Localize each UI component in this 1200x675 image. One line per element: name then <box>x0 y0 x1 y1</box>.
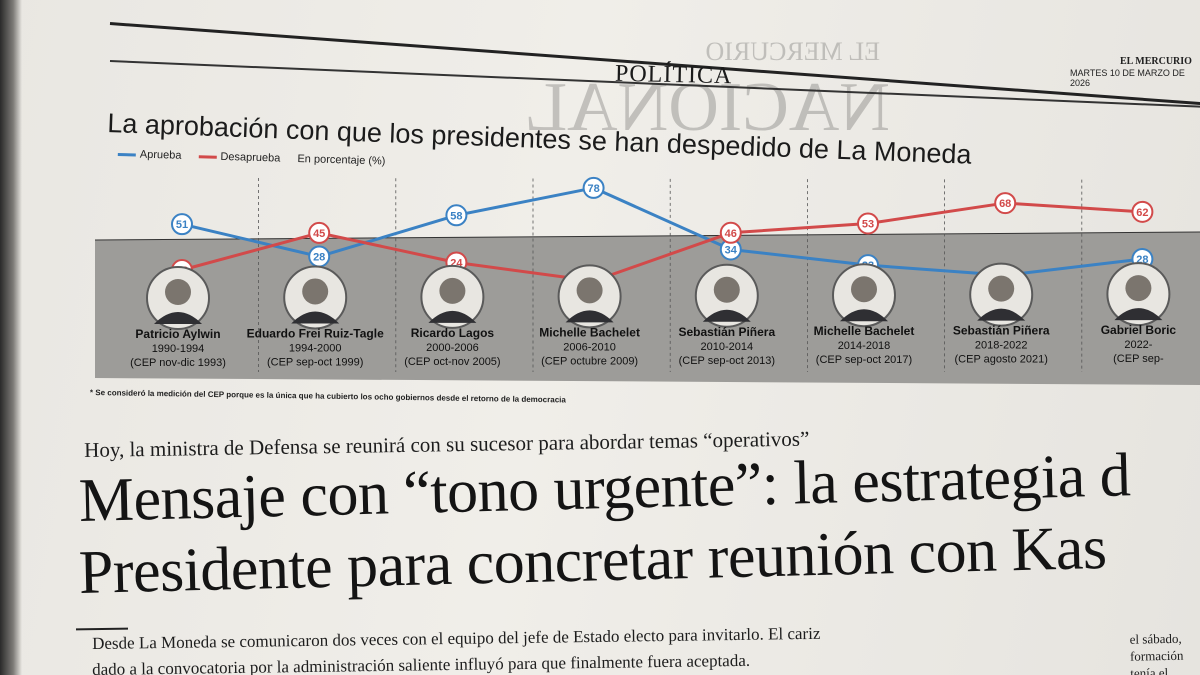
president-period: 1990-1994 <box>152 343 205 355</box>
data-label-desaprueba: 62 <box>1136 207 1148 219</box>
portrait-head <box>439 277 466 304</box>
data-label-aprueba: 78 <box>587 183 599 195</box>
data-point-aprueba <box>582 176 605 199</box>
data-label-desaprueba: 45 <box>313 228 325 240</box>
poll-source: (CEP sep-oct 2017) <box>816 354 912 366</box>
data-point-desaprueba <box>719 221 742 244</box>
president-portrait <box>832 263 896 328</box>
poll-source: (CEP sep-oct 2013) <box>679 355 775 367</box>
president-portrait <box>694 263 759 328</box>
paper-date: MARTES 10 DE MARZO DE 2026 <box>1070 68 1185 88</box>
data-point-aprueba <box>445 204 468 227</box>
portrait-shoulders <box>977 308 1026 321</box>
president-period: 2014-2018 <box>838 340 891 352</box>
president-name: Patricio Aylwin <box>135 327 220 341</box>
portrait-shoulders <box>428 310 477 323</box>
president-period: 2010-2014 <box>700 341 753 353</box>
data-label-aprueba: 34 <box>725 244 738 256</box>
series-line-desaprueba <box>181 201 1143 283</box>
portrait-shoulders <box>702 309 751 322</box>
side-column-line3: tenía el <box>1130 665 1169 675</box>
president-period: 1994-2000 <box>289 342 342 354</box>
poll-source: (CEP agosto 2021) <box>955 354 1048 366</box>
series-points: 51285878342316281845241146536862 <box>171 176 1154 292</box>
page-fold-shadow <box>0 0 22 675</box>
portrait-head <box>988 275 1015 302</box>
data-point-desaprueba <box>857 212 879 235</box>
president-name: Sebastián Piñera <box>678 325 775 339</box>
president-period: 2006-2010 <box>563 341 616 353</box>
band-top-rule <box>94 231 1200 241</box>
portrait-head <box>302 278 329 305</box>
portrait-shoulders <box>291 311 340 324</box>
president-period: 2000-2006 <box>426 342 479 354</box>
poll-source: (CEP octubre 2009) <box>541 355 638 367</box>
data-point-aprueba <box>171 213 193 236</box>
portrait-head <box>165 279 191 305</box>
president-portrait <box>557 264 622 329</box>
side-column: el sábado, formación tenía el <box>1130 629 1200 675</box>
president-portrait <box>1106 262 1171 327</box>
president-portrait <box>146 266 210 330</box>
president-period: 2022- <box>1124 339 1152 351</box>
portrait-shoulders <box>154 312 202 324</box>
poll-source: (CEP nov-dic 1993) <box>130 357 226 369</box>
data-label-desaprueba: 68 <box>999 198 1011 210</box>
portrait-head <box>713 276 740 303</box>
president-name: Ricardo Lagos <box>411 326 495 340</box>
president-period: 2018-2022 <box>975 340 1028 352</box>
side-column-line2: formación <box>1129 647 1184 664</box>
data-label-aprueba: 51 <box>176 219 188 231</box>
data-point-desaprueba <box>308 221 331 244</box>
side-column-line1: el sábado, <box>1129 630 1182 647</box>
poll-source: (CEP sep-oct 1999) <box>267 356 363 368</box>
president-name: Sebastián Piñera <box>953 324 1050 338</box>
data-point-desaprueba <box>994 192 1017 215</box>
category-labels: Patricio Aylwin 1990-1994 (CEP nov-dic 199… <box>130 262 1177 369</box>
data-point-desaprueba <box>1131 200 1154 223</box>
portrait-shoulders <box>1114 308 1163 321</box>
data-label-aprueba: 28 <box>313 252 325 264</box>
data-label-aprueba: 58 <box>450 210 462 222</box>
data-label-desaprueba: 46 <box>725 228 737 240</box>
portrait-head <box>576 277 603 304</box>
president-name: Michelle Bachelet <box>814 324 915 338</box>
paper-name: EL MERCURIO <box>1120 56 1192 67</box>
president-name: Eduardo Frei Ruiz-Tagle <box>247 326 384 340</box>
portrait-shoulders <box>565 310 614 323</box>
data-label-desaprueba: 53 <box>862 218 874 230</box>
poll-source: (CEP oct-nov 2005) <box>404 356 500 368</box>
president-portrait <box>969 262 1034 327</box>
portrait-shoulders <box>840 309 888 322</box>
president-portrait <box>283 265 348 330</box>
president-name: Michelle Bachelet <box>539 325 640 339</box>
president-portrait <box>420 264 485 329</box>
portrait-head <box>851 276 877 303</box>
poll-source: (CEP sep- <box>1113 353 1164 365</box>
portrait-head <box>1125 275 1152 302</box>
president-name: Gabriel Boric <box>1101 323 1177 337</box>
